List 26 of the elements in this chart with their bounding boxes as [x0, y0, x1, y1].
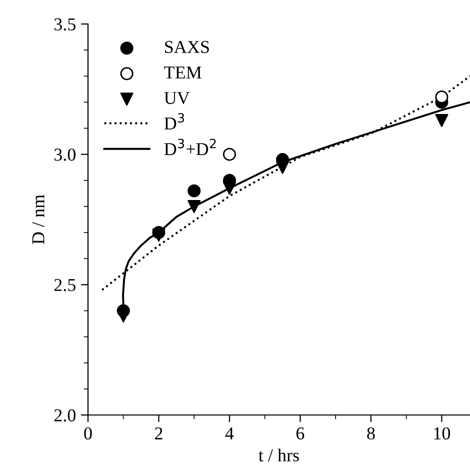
y-tick-label: 3.0	[54, 148, 76, 161]
point	[222, 148, 236, 161]
point	[188, 184, 201, 198]
point	[276, 160, 290, 174]
x-tick-label: 6	[296, 427, 304, 440]
x-tick-label: 2	[155, 427, 162, 440]
x-axis-title: t / hrs	[258, 448, 299, 462]
point	[116, 309, 130, 322]
y-tick-label: 2.5	[54, 278, 76, 292]
x-tick-label: 10	[434, 427, 450, 440]
legend-label: D$^{3}$	[164, 113, 184, 130]
y-tick-label: 2.0	[54, 409, 76, 422]
x-tick-label: 8	[367, 427, 375, 440]
legend-label: D$^{3}$+D$^{2}$	[164, 138, 216, 156]
y-tick-label: 3.5	[54, 18, 76, 31]
legend-label: UV	[164, 92, 190, 104]
x-tick-label: 0	[84, 427, 92, 440]
point	[222, 182, 236, 195]
legend-label: SAXS	[165, 40, 209, 54]
point	[435, 114, 448, 127]
point	[188, 200, 201, 213]
point	[435, 90, 448, 104]
point	[152, 228, 166, 242]
y-axis-title: D / nm	[32, 194, 44, 244]
x-tick-label: 4	[225, 427, 234, 440]
legend-label: TEM	[164, 66, 202, 78]
